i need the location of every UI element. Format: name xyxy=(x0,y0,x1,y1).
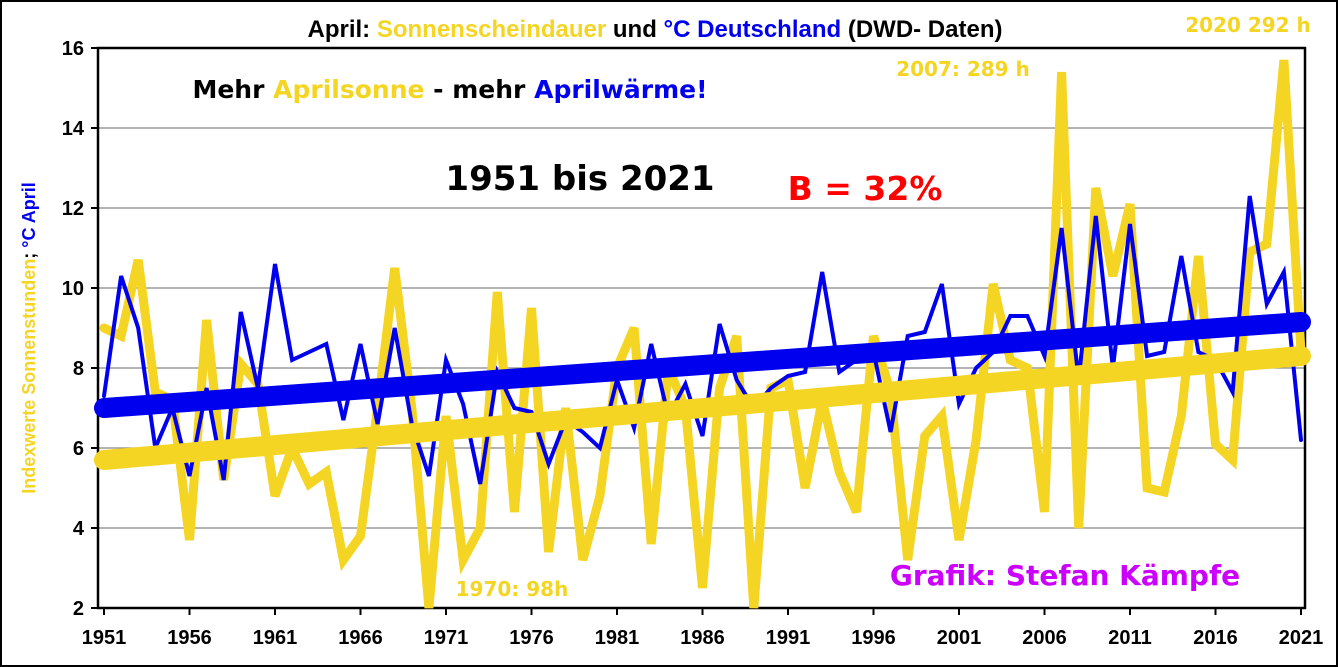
chart-subtitle: Mehr Aprilsonne - mehr Aprilwärme! xyxy=(192,75,707,104)
text-segment: ; xyxy=(19,248,39,259)
y-tick-label: 12 xyxy=(62,198,84,220)
x-tick-label: 2011 xyxy=(1108,627,1151,649)
y-tick-label: 10 xyxy=(62,278,84,300)
text-segment: - mehr xyxy=(424,75,534,104)
series-lines xyxy=(99,59,1306,609)
low-1970-annotation: 1970: 98h xyxy=(456,577,569,601)
x-tick-label: 1961 xyxy=(253,627,298,649)
x-tick-label: 1986 xyxy=(680,627,725,649)
x-tick-label: 1971 xyxy=(424,627,469,649)
text-segment: °C Deutschland xyxy=(664,16,842,43)
y-tick-label: 4 xyxy=(73,518,85,540)
axes: 2 4 6 8 10 12 14 16 1951 1956 1961 1966 1971 1976 1981… xyxy=(62,38,1324,649)
y-tick-label: 6 xyxy=(73,438,84,460)
x-tick-label: 2006 xyxy=(1022,627,1067,649)
y-tick-label: 16 xyxy=(62,38,84,60)
credit-annotation: Grafik: Stefan Kämpfe xyxy=(890,559,1240,592)
y-axis-label: Indexwerte Sonnenstunden; °C April xyxy=(19,182,39,494)
y-tick-label: 8 xyxy=(73,358,84,380)
text-segment: Indexwerte Sonnenstunden xyxy=(19,259,39,494)
x-tick-label: 1966 xyxy=(338,627,383,649)
x-tick-label: 1991 xyxy=(766,627,811,649)
trend-line-sunshine xyxy=(94,346,1311,470)
peak-2007-annotation: 2007: 289 h xyxy=(896,57,1030,81)
x-tick-label: 1981 xyxy=(595,627,640,649)
x-tick-label: 1956 xyxy=(167,627,212,649)
series-line-sunshine xyxy=(99,59,1306,609)
trend-line-temperature xyxy=(94,312,1311,418)
text-segment: Aprilsonne xyxy=(273,75,424,104)
text-segment: April: xyxy=(308,16,377,43)
text-segment: °C April xyxy=(19,182,39,248)
x-tick-label: 2021 xyxy=(1279,627,1324,649)
text-segment: Aprilwärme! xyxy=(534,75,707,104)
b-value-annotation: B = 32% xyxy=(788,169,943,208)
peak-2020-annotation: 2020 292 h xyxy=(1185,13,1311,37)
period-annotation: 1951 bis 2021 xyxy=(445,159,714,199)
y-tick-label: 14 xyxy=(62,118,85,140)
text-segment: und xyxy=(606,16,663,43)
x-tick-label: 1951 xyxy=(82,627,127,649)
series-line-temperature xyxy=(102,195,1303,485)
x-tick-label: 2016 xyxy=(1193,627,1238,649)
text-segment: Sonnenscheindauer xyxy=(377,16,606,43)
chart-title: April: Sonnenscheindauer und °C Deutschl… xyxy=(308,16,1003,43)
y-tick-label: 2 xyxy=(73,598,84,620)
x-tick-label: 2001 xyxy=(937,627,982,649)
text-segment: Mehr xyxy=(192,75,273,104)
x-tick-label: 1996 xyxy=(851,627,896,649)
x-tick-label: 1976 xyxy=(509,627,554,649)
trend-lines xyxy=(94,312,1311,470)
text-segment: (DWD- Daten) xyxy=(841,16,1002,43)
